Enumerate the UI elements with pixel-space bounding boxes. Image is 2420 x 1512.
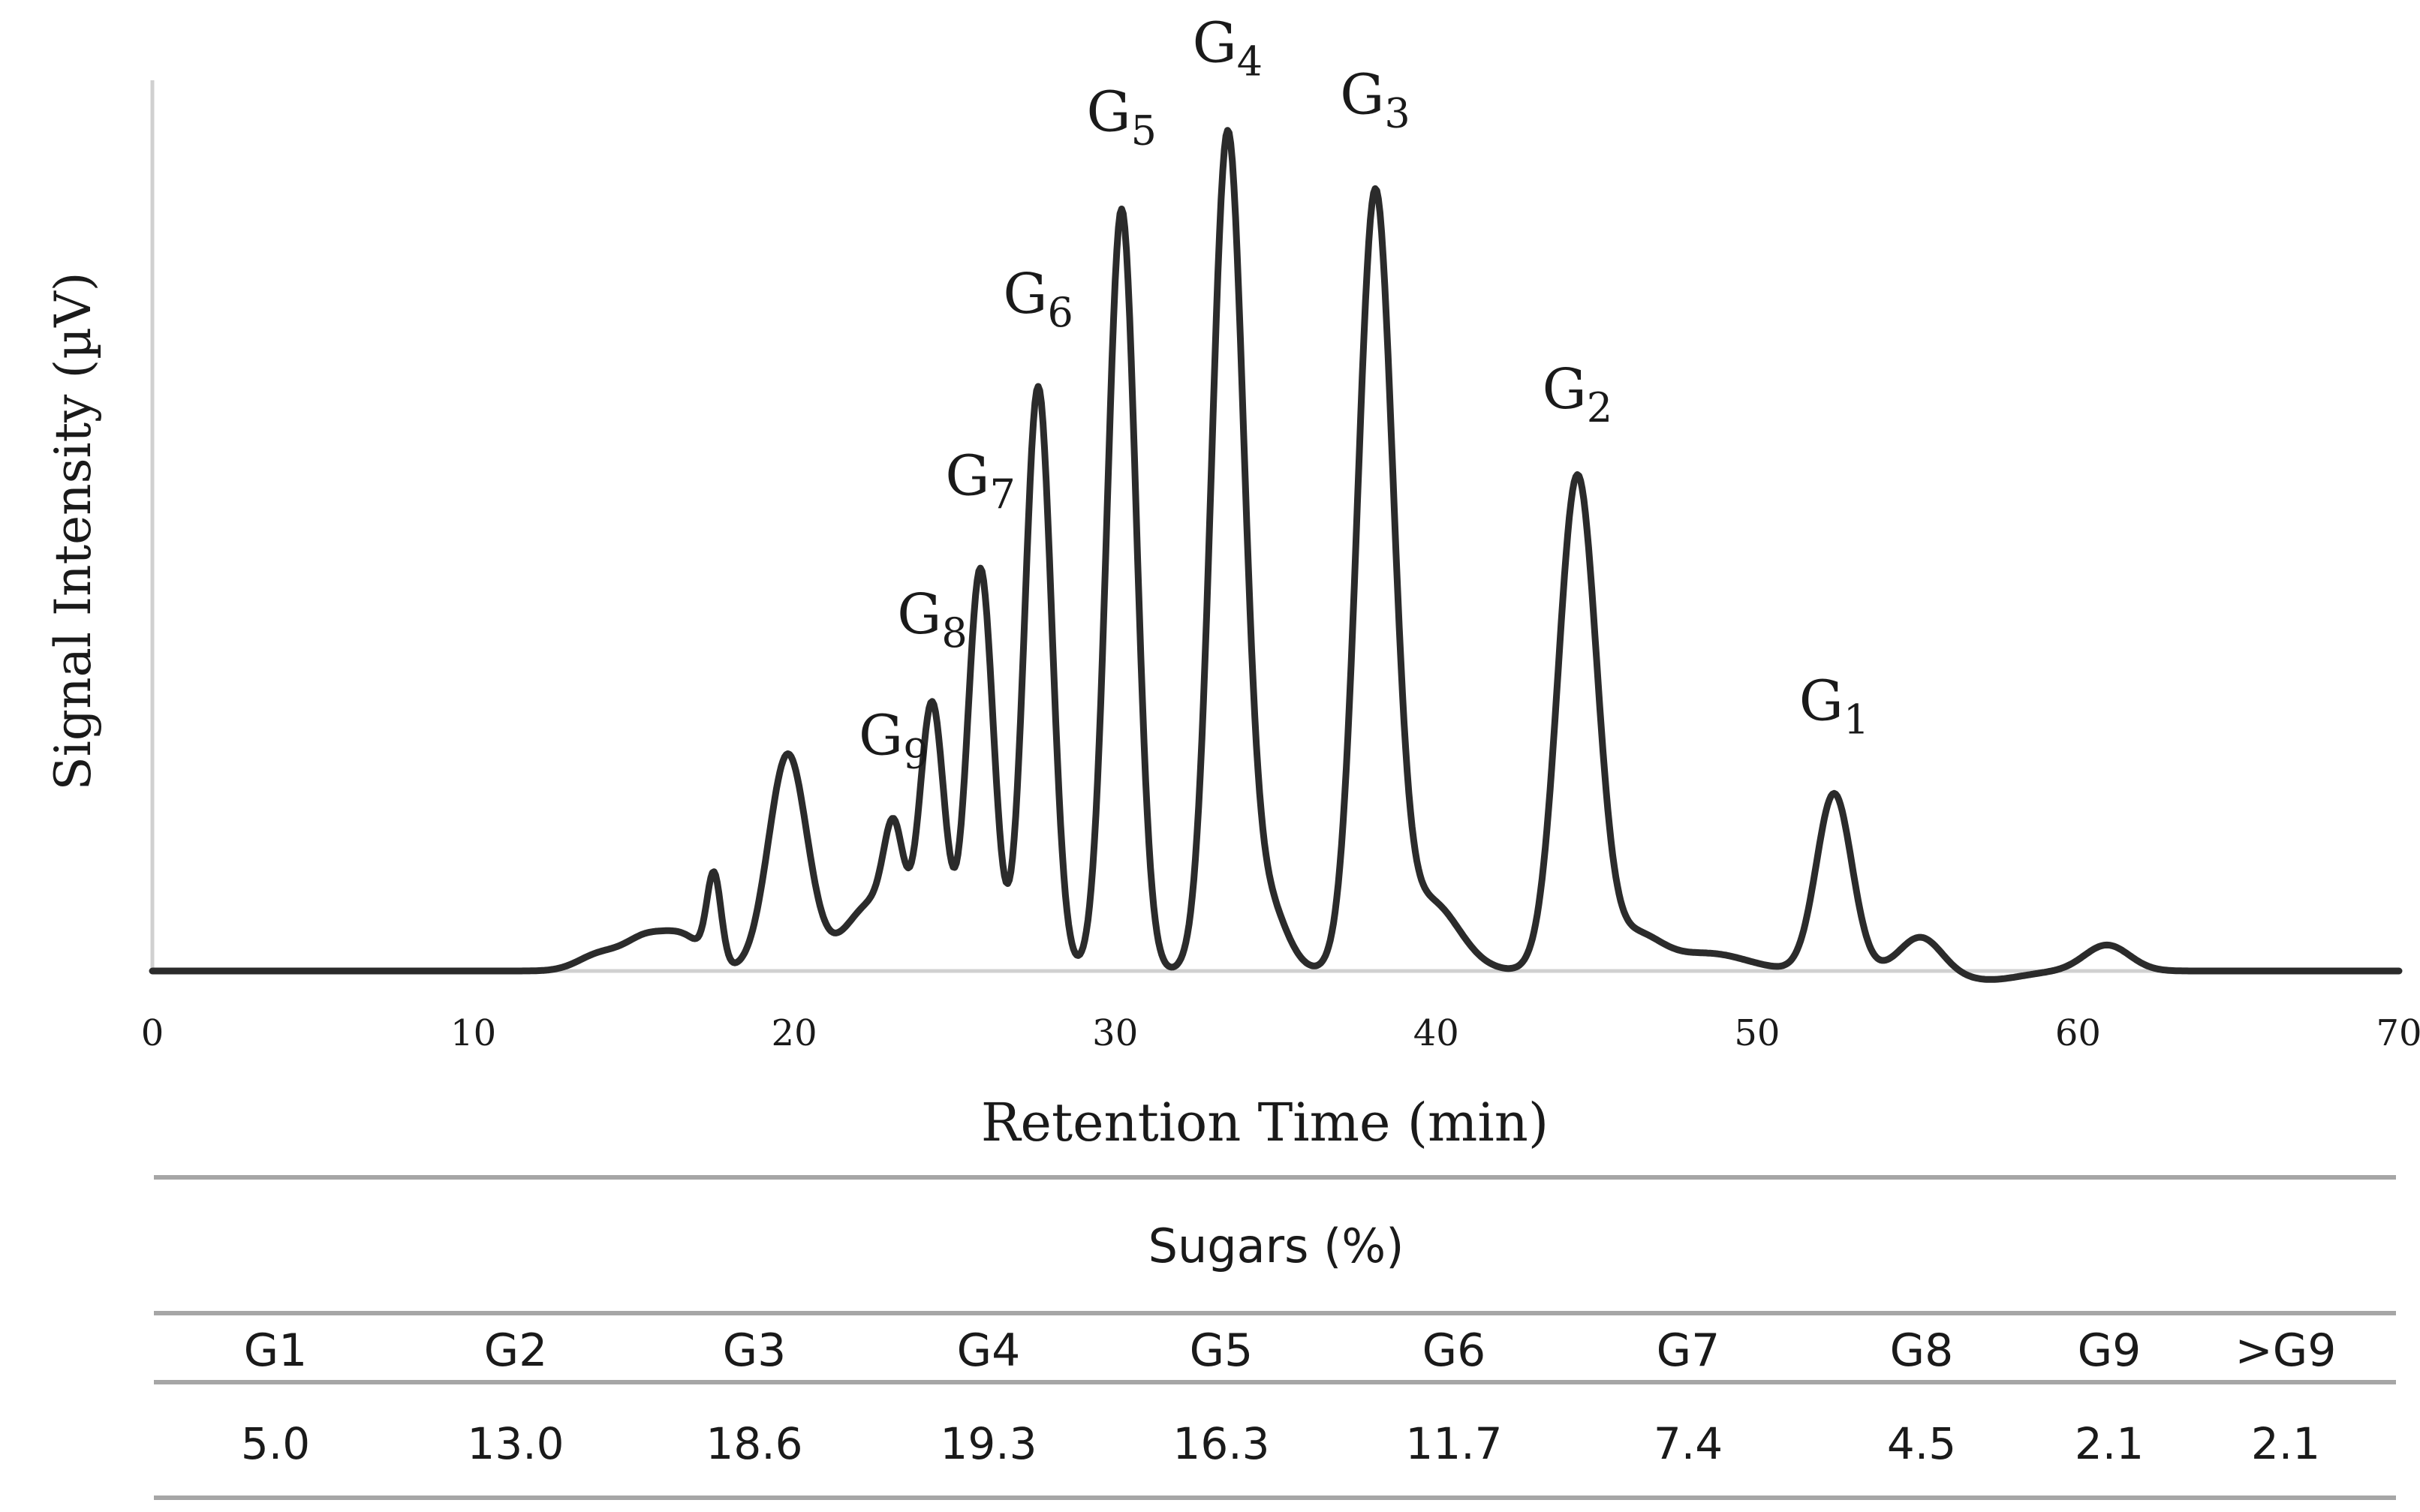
peak-label: G8 [897,582,967,657]
peak-label: G1 [1799,669,1869,743]
table-header-row: G1 G2 G3 G4 G5 G6 G7 G8 G9 >G9 [244,1324,2337,1377]
table-header-cell: G9 [2078,1324,2142,1377]
peak-label: G9 [859,704,929,778]
peak-label-subscript: 3 [1384,90,1410,137]
peak-label-subscript: 8 [941,609,967,657]
x-tick-label: 40 [1413,1012,1459,1054]
table-value-cell: 13.0 [467,1418,564,1469]
x-tick-label: 60 [2055,1012,2101,1054]
peak-label-letter: G [859,704,903,768]
peak-label-letter: G [1193,11,1237,75]
sugars-table: Sugars (%) G1 G2 G3 G4 G5 G6 G7 G8 G9 >G9 5.0 13.0… [154,1175,2396,1500]
peak-label-letter: G [1003,262,1047,326]
table-title: Sugars (%) [1148,1219,1404,1273]
peak-label-subscript: 2 [1587,384,1612,431]
x-tick-label: 50 [1734,1012,1780,1054]
table-value-cell: 2.1 [2075,1418,2144,1469]
table-value-cell: 19.3 [940,1418,1037,1469]
y-axis-title: Signal Intensity (µV) [44,272,102,790]
peak-label-letter: G [1340,63,1384,128]
table-header-cell: G7 [1657,1324,1720,1377]
table-value-cell: 11.7 [1405,1418,1502,1469]
peak-label-subscript: 5 [1131,107,1157,155]
x-tick-labels: 0 10 20 30 40 50 60 70 [141,1012,2420,1054]
peak-label-subscript: 4 [1237,38,1263,85]
peak-label-letter: G [1543,357,1587,422]
table-header-cell: G8 [1890,1324,1954,1377]
signal-trace [149,127,2403,983]
table-value-cell: 4.5 [1887,1418,1956,1469]
table-value-cell: 16.3 [1172,1418,1269,1469]
peak-label: G4 [1193,11,1263,85]
peak-label-subscript: 9 [903,731,929,778]
x-tick-label: 20 [772,1012,817,1054]
x-tick-label: 70 [2376,1012,2420,1054]
peak-label: G2 [1543,357,1612,431]
x-axis-title: Retention Time (min) [981,1092,1549,1153]
peak-label: G6 [1003,262,1073,336]
x-tick-label: 10 [450,1012,496,1054]
peak-label: G3 [1340,63,1410,137]
table-header-cell: G6 [1422,1324,1486,1377]
x-tick-label: 30 [1092,1012,1138,1054]
table-header-cell: G5 [1190,1324,1254,1377]
table-value-cell: 2.1 [2251,1418,2320,1469]
table-header-cell: G3 [723,1324,787,1377]
peak-label-subscript: 6 [1047,289,1073,336]
table-value-cell: 5.0 [241,1418,310,1469]
peak-label: G5 [1087,80,1157,155]
peak-label-letter: G [897,582,941,647]
peak-label-letter: G [1087,80,1131,145]
table-header-cell: G4 [957,1324,1021,1377]
table-header-cell: G2 [484,1324,548,1377]
table-header-cell: G1 [244,1324,308,1377]
peak-label: G7 [945,443,1015,518]
table-header-cell: >G9 [2235,1324,2337,1377]
table-value-row: 5.0 13.0 18.6 19.3 16.3 11.7 7.4 4.5 2.1 2.1 [241,1418,2320,1469]
peak-label-subscript: 7 [989,470,1015,518]
peak-label-subscript: 1 [1844,696,1869,743]
peak-label-letter: G [1799,669,1844,733]
table-value-cell: 7.4 [1654,1418,1723,1469]
x-tick-label: 0 [141,1012,164,1054]
peak-label-letter: G [945,443,989,508]
table-value-cell: 18.6 [706,1418,802,1469]
